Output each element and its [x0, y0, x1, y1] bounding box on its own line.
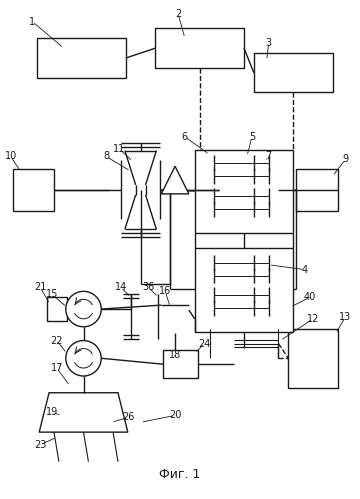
Bar: [254, 53, 333, 92]
Text: 19: 19: [46, 408, 58, 418]
Bar: [47, 297, 67, 321]
Text: 11: 11: [113, 144, 125, 154]
Bar: [163, 350, 198, 378]
Text: 24: 24: [198, 338, 211, 348]
Text: 9: 9: [342, 154, 348, 164]
Text: Фиг. 1: Фиг. 1: [159, 468, 201, 481]
Text: 15: 15: [46, 289, 58, 299]
Text: 8: 8: [103, 152, 109, 162]
Bar: [13, 169, 54, 211]
Bar: [296, 169, 338, 211]
Circle shape: [66, 341, 101, 376]
Text: 6: 6: [182, 132, 188, 142]
Text: 4: 4: [302, 264, 308, 274]
Text: 10: 10: [5, 152, 17, 162]
Text: 17: 17: [51, 363, 63, 373]
Circle shape: [66, 291, 101, 327]
Text: 20: 20: [169, 410, 181, 420]
Text: 23: 23: [34, 440, 46, 450]
Text: 13: 13: [339, 312, 351, 322]
Text: 5: 5: [249, 132, 255, 142]
Text: 16: 16: [159, 286, 171, 296]
Bar: [195, 150, 293, 233]
Text: 36: 36: [142, 282, 154, 292]
Text: 22: 22: [51, 335, 63, 346]
Polygon shape: [39, 393, 128, 432]
Text: 21: 21: [34, 282, 46, 292]
Bar: [288, 329, 338, 388]
Text: 7: 7: [265, 152, 272, 162]
Text: 3: 3: [266, 38, 272, 48]
Text: 40: 40: [304, 292, 316, 302]
Bar: [156, 28, 244, 68]
Bar: [195, 248, 293, 332]
Polygon shape: [161, 166, 189, 194]
Text: 12: 12: [307, 314, 319, 324]
Text: 14: 14: [115, 282, 127, 292]
Text: 1: 1: [29, 16, 35, 26]
Bar: [37, 38, 126, 78]
Text: 2: 2: [175, 8, 181, 18]
Text: 18: 18: [169, 350, 181, 360]
Text: 26: 26: [123, 412, 135, 422]
